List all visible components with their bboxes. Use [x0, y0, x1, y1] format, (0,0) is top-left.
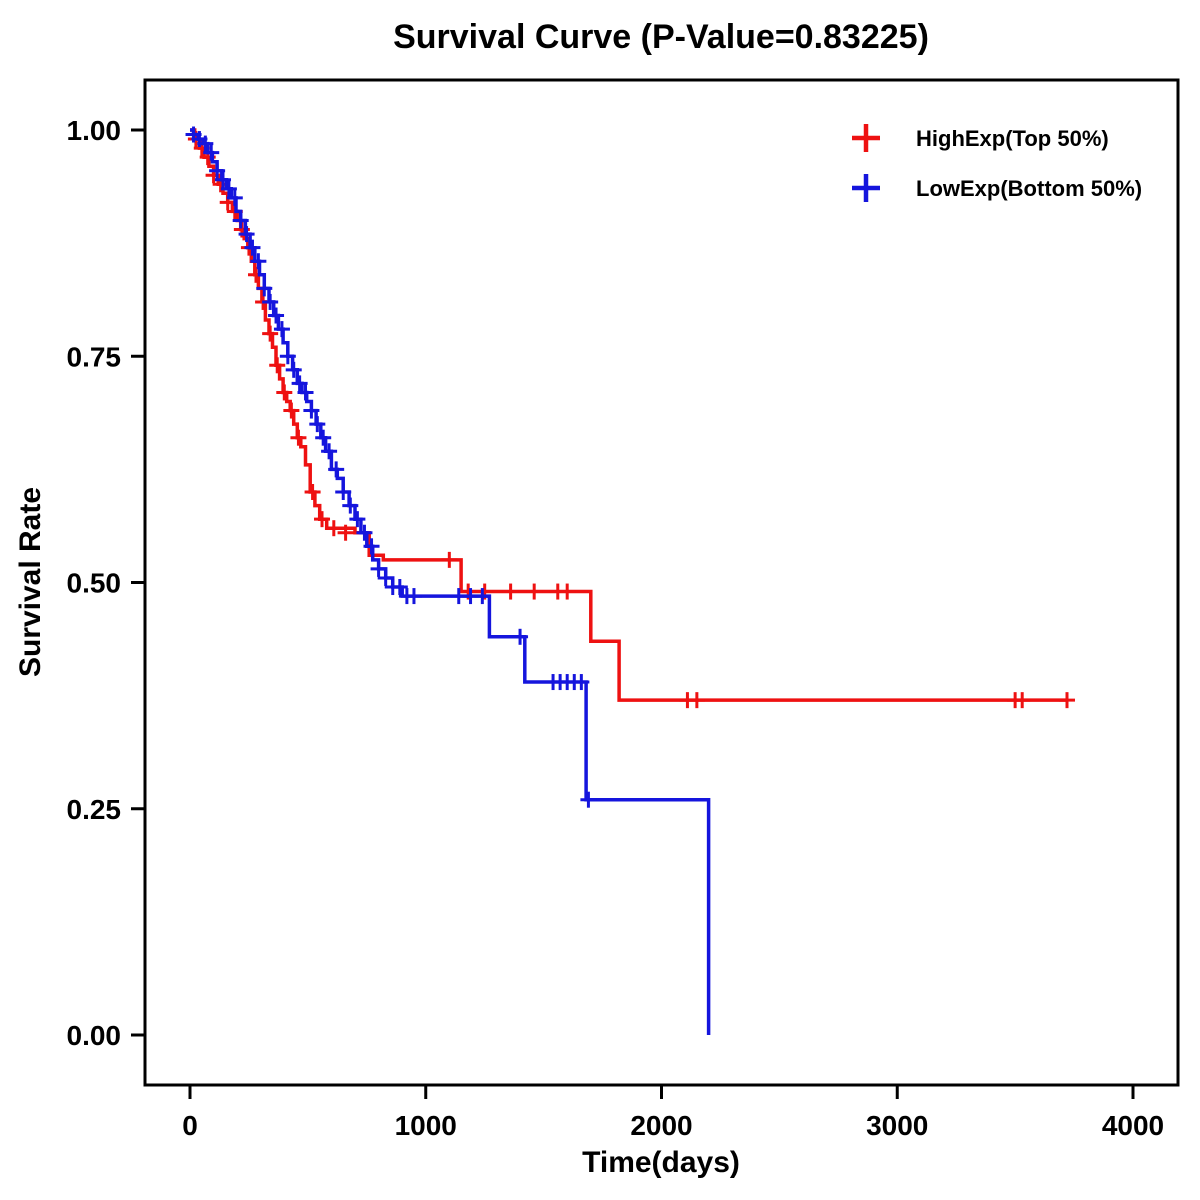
- x-tick-label: 2000: [630, 1110, 692, 1141]
- axis-ticks: 0 1000 2000 3000 4000 0.00 0.25 0.50 0.75 1.00: [67, 115, 1165, 1141]
- legend-label: HighExp(Top 50%): [916, 126, 1109, 151]
- series-layer: [185, 126, 1075, 1035]
- series-0: [187, 128, 1075, 709]
- y-tick-label: 0.00: [67, 1020, 122, 1051]
- series-1: [185, 126, 711, 1035]
- x-tick-label: 1000: [395, 1110, 457, 1141]
- y-tick-label: 0.50: [67, 568, 122, 599]
- censor-marks: [185, 126, 597, 808]
- x-tick-label: 4000: [1102, 1110, 1164, 1141]
- y-axis-label: Survival Rate: [14, 487, 47, 677]
- x-axis-label: Time(days): [582, 1146, 740, 1179]
- y-tick-label: 0.25: [67, 794, 122, 825]
- chart-title: Survival Curve (P-Value=0.83225): [393, 18, 929, 56]
- legend-item: HighExp(Top 50%): [852, 124, 1109, 152]
- legend-label: LowExp(Bottom 50%): [916, 176, 1142, 201]
- plot-border: [143, 78, 1180, 1087]
- y-tick-label: 1.00: [67, 115, 122, 146]
- x-tick-label: 0: [182, 1110, 198, 1141]
- survival-curve: [190, 128, 1067, 702]
- y-tick-label: 0.75: [67, 341, 122, 372]
- survival-curve: [190, 128, 711, 1035]
- censor-marks: [187, 131, 1075, 709]
- legend-item: LowExp(Bottom 50%): [852, 174, 1142, 202]
- x-tick-label: 3000: [866, 1110, 928, 1141]
- legend: HighExp(Top 50%) LowExp(Bottom 50%): [852, 124, 1142, 202]
